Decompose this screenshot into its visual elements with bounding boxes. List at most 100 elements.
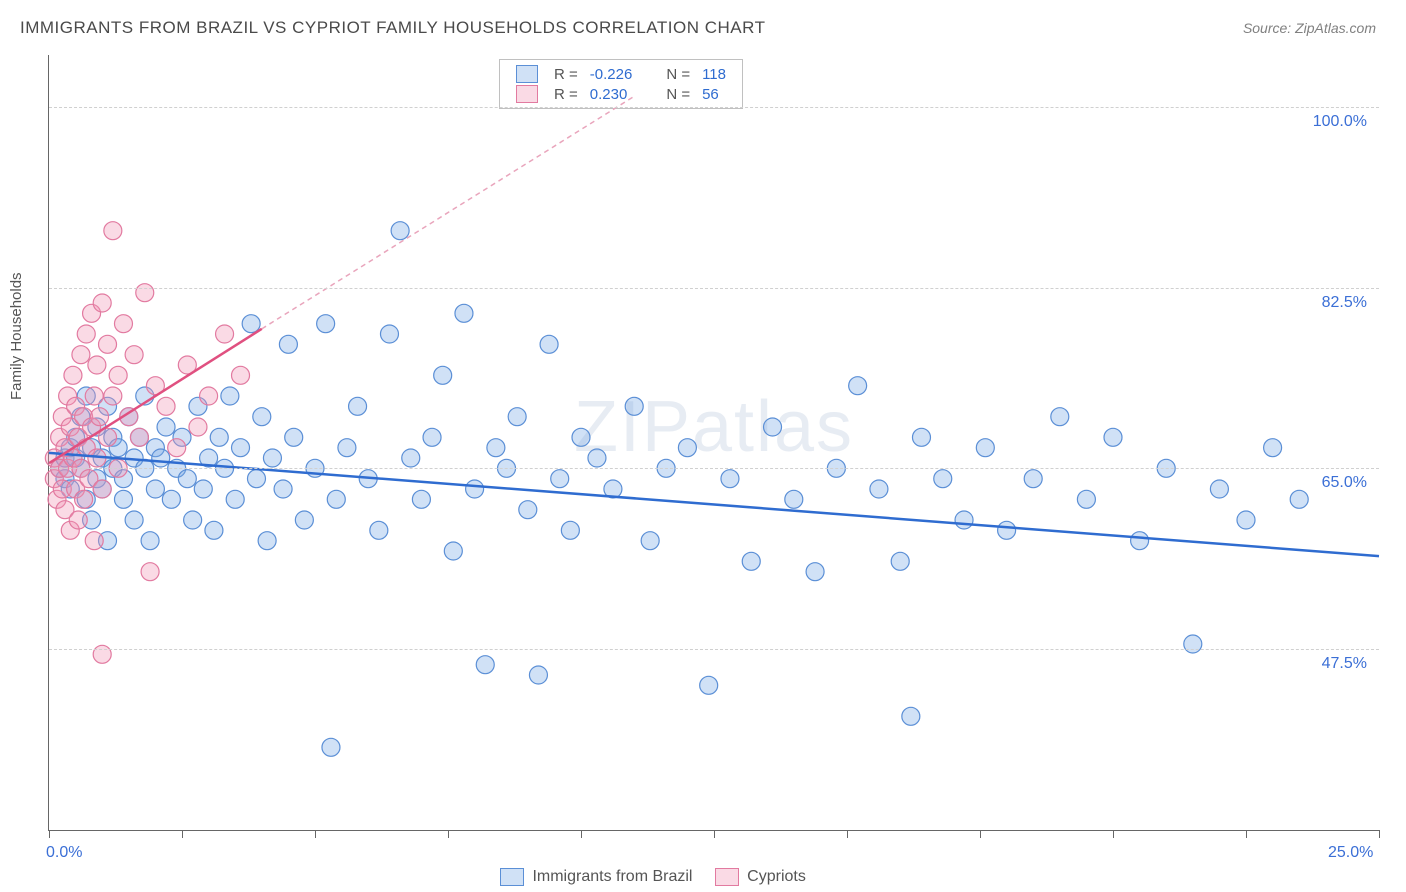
trend-line — [262, 96, 634, 329]
data-point — [141, 563, 159, 581]
data-point — [285, 428, 303, 446]
data-point — [391, 222, 409, 240]
x-tick — [1246, 830, 1247, 838]
x-tick — [1379, 830, 1380, 838]
x-max-label: 25.0% — [1328, 844, 1373, 862]
data-point — [380, 325, 398, 343]
x-tick — [1113, 830, 1114, 838]
data-point — [247, 470, 265, 488]
data-point — [189, 418, 207, 436]
data-point — [641, 532, 659, 550]
data-point — [1184, 635, 1202, 653]
data-point — [476, 656, 494, 674]
data-point — [1264, 439, 1282, 457]
data-point — [540, 335, 558, 353]
data-point — [114, 315, 132, 333]
data-point — [72, 346, 90, 364]
data-point — [402, 449, 420, 467]
data-point — [529, 666, 547, 684]
data-point — [168, 439, 186, 457]
data-point — [327, 490, 345, 508]
chart-title: IMMIGRANTS FROM BRAZIL VS CYPRIOT FAMILY… — [20, 18, 765, 38]
data-point — [806, 563, 824, 581]
data-point — [93, 645, 111, 663]
data-point — [152, 449, 170, 467]
data-point — [572, 428, 590, 446]
data-point — [721, 470, 739, 488]
data-point — [93, 480, 111, 498]
data-point — [349, 397, 367, 415]
data-point — [902, 707, 920, 725]
data-point — [295, 511, 313, 529]
data-point — [194, 480, 212, 498]
data-point — [444, 542, 462, 560]
data-point — [109, 366, 127, 384]
data-point — [508, 408, 526, 426]
data-point — [93, 294, 111, 312]
data-point — [870, 480, 888, 498]
data-point — [466, 480, 484, 498]
swatch-cypriots-bottom-icon — [715, 868, 739, 886]
data-point — [232, 366, 250, 384]
data-point — [1290, 490, 1308, 508]
data-point — [455, 304, 473, 322]
data-point — [242, 315, 260, 333]
y-tick-label: 65.0% — [1322, 474, 1367, 492]
data-point — [551, 470, 569, 488]
y-tick-label: 100.0% — [1313, 113, 1367, 131]
data-point — [561, 521, 579, 539]
data-point — [205, 521, 223, 539]
data-point — [232, 439, 250, 457]
data-point — [412, 490, 430, 508]
x-tick — [847, 830, 848, 838]
swatch-brazil-bottom-icon — [500, 868, 524, 886]
data-point — [69, 511, 87, 529]
data-point — [157, 418, 175, 436]
legend-label-brazil: Immigrants from Brazil — [532, 868, 692, 885]
data-point — [742, 552, 760, 570]
legend-label-cypriots: Cypriots — [747, 868, 806, 885]
data-point — [178, 470, 196, 488]
data-point — [157, 397, 175, 415]
data-point — [519, 501, 537, 519]
data-point — [162, 490, 180, 508]
data-point — [976, 439, 994, 457]
data-point — [317, 315, 335, 333]
data-point — [625, 397, 643, 415]
data-point — [114, 490, 132, 508]
x-tick — [182, 830, 183, 838]
y-axis-label: Family Households — [8, 272, 25, 400]
x-tick — [980, 830, 981, 838]
data-point — [263, 449, 281, 467]
y-tick-label: 47.5% — [1322, 655, 1367, 673]
x-tick — [714, 830, 715, 838]
data-point — [136, 284, 154, 302]
data-point — [258, 532, 276, 550]
plot-area: ZIPatlas R = -0.226 N = 118 R = 0.230 N … — [48, 55, 1379, 831]
x-tick — [49, 830, 50, 838]
source-label: Source: ZipAtlas.com — [1243, 20, 1376, 36]
data-point — [216, 325, 234, 343]
x-tick — [315, 830, 316, 838]
data-point — [221, 387, 239, 405]
data-point — [104, 387, 122, 405]
data-point — [423, 428, 441, 446]
data-point — [1237, 511, 1255, 529]
data-point — [1104, 428, 1122, 446]
data-point — [785, 490, 803, 508]
data-point — [700, 676, 718, 694]
data-point — [130, 428, 148, 446]
data-point — [125, 511, 143, 529]
data-point — [1077, 490, 1095, 508]
gridline — [49, 288, 1379, 289]
gridline — [49, 468, 1379, 469]
data-point — [487, 439, 505, 457]
data-point — [99, 335, 117, 353]
data-point — [125, 346, 143, 364]
data-point — [1210, 480, 1228, 498]
x-origin-label: 0.0% — [46, 844, 82, 862]
data-point — [955, 511, 973, 529]
data-point — [274, 480, 292, 498]
data-point — [184, 511, 202, 529]
data-point — [226, 490, 244, 508]
